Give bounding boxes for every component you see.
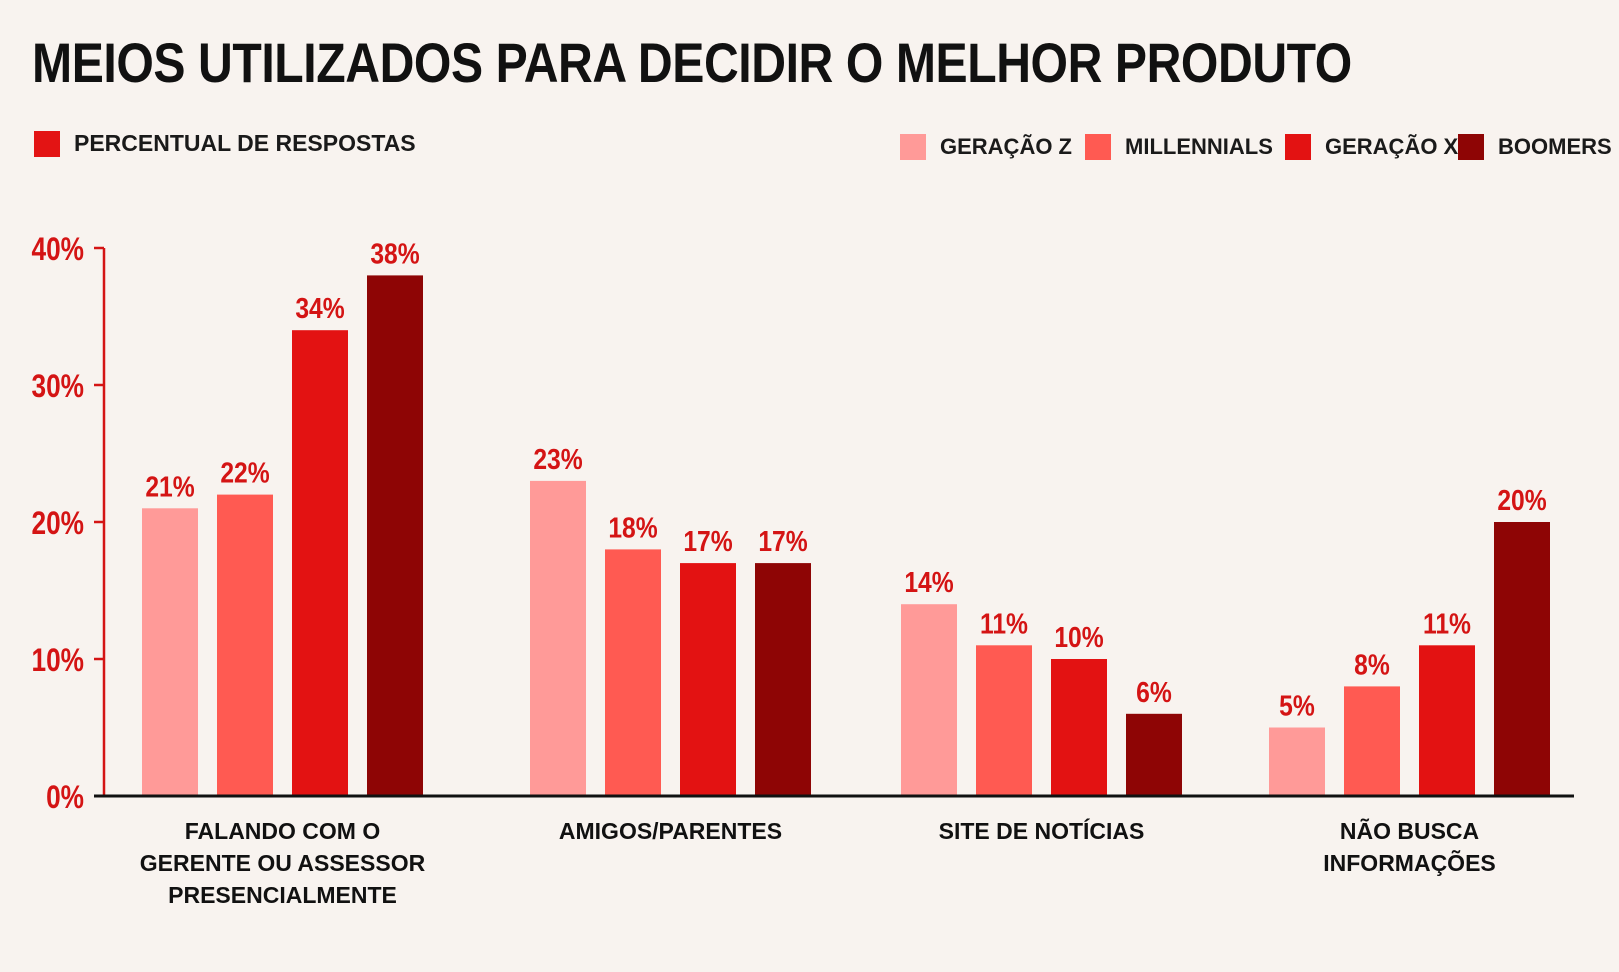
y-tick-label: 30%: [31, 370, 84, 405]
x-category-label: FALANDO COM O GERENTE OU ASSESSOR PRESENCI…: [123, 815, 443, 911]
data-label: 8%: [1354, 649, 1390, 681]
x-category-label: NÃO BUSCA INFORMAÇÕES: [1250, 815, 1570, 879]
data-label: 23%: [533, 443, 582, 475]
data-label: 20%: [1497, 484, 1546, 516]
x-category-label: SITE DE NOTÍCIAS: [882, 815, 1202, 847]
bar: [367, 275, 423, 796]
subtitle: PERCENTUAL DE RESPOSTAS: [34, 130, 416, 157]
x-category-label-line: GERENTE OU ASSESSOR: [139, 850, 426, 876]
data-label: 18%: [608, 512, 657, 544]
bar: [217, 494, 273, 796]
bar: [1419, 645, 1475, 796]
bar: [142, 508, 198, 796]
bar: [755, 563, 811, 796]
bar: [530, 480, 586, 796]
data-label: 5%: [1279, 690, 1315, 722]
data-label: 11%: [1423, 607, 1471, 639]
legend-swatch: [1458, 134, 1484, 160]
x-category-label-line: PRESENCIALMENTE: [168, 882, 397, 908]
subtitle-text: PERCENTUAL DE RESPOSTAS: [74, 130, 416, 156]
legend-label: BOOMERS: [1498, 134, 1612, 159]
subtitle-color-swatch: [34, 130, 60, 157]
x-category-label-line: FALANDO COM O: [184, 818, 381, 844]
bar: [1269, 727, 1325, 796]
bar: [1494, 522, 1550, 796]
bar: [292, 330, 348, 796]
data-label: 17%: [758, 525, 807, 557]
data-label: 11%: [980, 607, 1028, 639]
legend-label: GERAÇÃO X: [1325, 134, 1459, 159]
x-category-label-line: AMIGOS/PARENTES: [558, 818, 783, 844]
bar: [1344, 686, 1400, 796]
data-label: 38%: [370, 238, 419, 270]
legend-item: GERAÇÃO X: [1285, 132, 1458, 162]
bar: [680, 563, 736, 796]
x-category-label-line: INFORMAÇÕES: [1323, 850, 1496, 876]
bar: [1051, 659, 1107, 796]
legend-label: GERAÇÃO Z: [940, 134, 1072, 159]
data-label: 10%: [1054, 621, 1103, 653]
y-tick-label: 20%: [31, 507, 84, 542]
data-label: 22%: [220, 457, 269, 489]
y-tick-label: 0%: [46, 781, 84, 816]
data-label: 6%: [1136, 676, 1172, 708]
legend-swatch: [900, 134, 926, 160]
data-label: 34%: [295, 292, 344, 324]
legend-label: MILLENNIALS: [1125, 134, 1273, 159]
data-label: 21%: [145, 470, 194, 502]
x-category-label-line: SITE DE NOTÍCIAS: [938, 818, 1145, 844]
legend-item: MILLENNIALS: [1085, 132, 1273, 162]
y-tick-label: 10%: [31, 644, 84, 679]
data-label: 17%: [683, 525, 732, 557]
legend-item: GERAÇÃO Z: [900, 132, 1072, 162]
x-category-label-line: NÃO BUSCA: [1339, 818, 1480, 844]
bar: [1126, 713, 1182, 796]
x-category-label: AMIGOS/PARENTES: [511, 815, 831, 847]
legend-swatch: [1085, 134, 1111, 160]
data-label: 14%: [904, 566, 953, 598]
legend-item: BOOMERS: [1458, 132, 1612, 162]
bar: [605, 549, 661, 796]
y-tick-label: 40%: [31, 233, 84, 268]
bar: [976, 645, 1032, 796]
legend-swatch: [1285, 134, 1311, 160]
bar: [901, 604, 957, 796]
chart-title: MEIOS UTILIZADOS PARA DECIDIR O MELHOR P…: [32, 31, 1352, 94]
